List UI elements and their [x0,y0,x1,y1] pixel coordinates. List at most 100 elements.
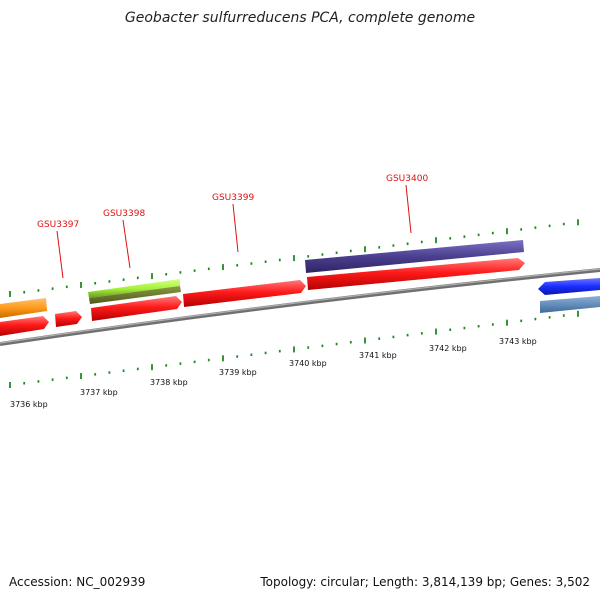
outer-tick-mark [349,249,352,253]
kbp-label: 3737 kbp [80,388,118,397]
inner-tick-mark [278,349,281,353]
outer-tick-mark [491,231,494,235]
lime-feature-shadow [89,286,181,304]
accession-text: Accession: NC_002939 [9,575,146,589]
inner-tick-mark [37,380,40,383]
outer-tick-mark [378,246,381,249]
outer-tick-mark [94,282,97,285]
orange-feature [0,298,47,318]
cds-arrow-left [0,316,49,336]
outer-tick-mark [264,260,267,263]
inner-tick-mark [449,328,452,331]
lime-feature [88,279,180,298]
purple-feature [305,240,524,273]
inner-tick-mark [80,373,82,380]
inner-tick-mark [264,351,267,355]
kbp-label: 3740 kbp [289,359,327,368]
kbp-label: 3742 kbp [429,344,467,353]
outer-tick-mark [364,246,366,253]
outer-tick-mark [278,258,281,262]
inner-tick-mark [165,364,168,367]
inner-tick-mark [193,360,196,364]
kbp-label: 3743 kbp [499,337,537,346]
outer-tick-mark [23,291,26,294]
outer-tick-mark [321,253,324,256]
outer-tick-mark [435,237,437,244]
inner-tick-mark [51,378,54,381]
inner-tick-mark [65,376,68,380]
inner-tick-mark [364,337,366,344]
kbp-label: 3738 kbp [150,378,188,387]
leader-GSU3400 [405,184,412,234]
inner-tick-mark [378,337,381,340]
outer-tick-mark [51,287,54,290]
outer-tick-track [9,219,579,297]
cds-arrow-GSU3397 [55,311,82,327]
inner-tick-mark [23,382,26,385]
outer-tick-mark [307,255,310,258]
leader-GSU3398 [122,219,131,269]
outer-tick-mark [207,267,210,271]
outer-tick-mark [548,224,551,228]
inner-tick-mark [477,325,480,328]
outer-tick-mark [562,222,565,226]
outer-tick-mark [406,242,409,245]
outer-tick-mark [335,251,338,254]
cds-arrow-GSU3398 [91,296,182,321]
genome-summary-text: Topology: circular; Length: 3,814,139 bp… [260,575,590,589]
inner-tick-mark [136,367,139,371]
gene-label-GSU3400: GSU3400 [386,174,428,184]
outer-tick-mark [165,273,168,276]
inner-tick-mark [435,328,437,335]
inner-tick-mark [236,355,239,358]
inner-tick-mark [520,319,523,323]
inner-tick-track [9,310,579,388]
inner-tick-mark [321,344,324,348]
inner-tick-mark [577,310,579,317]
inner-tick-mark [179,362,182,365]
outer-tick-mark [65,285,68,289]
inner-tick-mark [406,333,409,337]
inner-tick-mark [9,382,11,388]
gene-label-GSU3399: GSU3399 [212,193,254,203]
inner-tick-mark [108,371,111,374]
outer-tick-mark [151,273,153,280]
genome-backbone-highlight [0,268,600,344]
outer-tick-mark [250,262,253,265]
gene-label-GSU3397: GSU3397 [37,220,79,230]
leader-GSU3397 [56,230,64,279]
outer-tick-mark [222,264,224,271]
outer-tick-mark [392,244,395,247]
steel-feature [540,296,600,313]
outer-tick-mark [193,269,196,272]
inner-tick-mark [562,314,565,317]
inner-tick-mark [207,358,210,362]
map-title: Geobacter sulfurreducens PCA, complete g… [124,10,476,26]
outer-tick-mark [506,228,508,235]
outer-tick-mark [520,228,523,231]
genome-backbone [0,268,600,346]
outer-tick-mark [293,255,295,262]
inner-tick-mark [548,316,551,319]
inner-tick-mark [122,369,125,372]
outer-tick-mark [136,276,139,280]
inner-tick-mark [250,353,253,356]
gene-label-GSU3398: GSU3398 [103,209,145,219]
kbp-label: 3739 kbp [219,368,257,377]
inner-tick-mark [534,317,537,321]
inner-tick-mark [392,335,395,339]
inner-tick-mark [349,341,352,344]
outer-tick-mark [463,235,466,238]
inner-tick-mark [307,346,310,349]
outer-tick-mark [236,264,239,267]
cds-arrow-GSU3399 [183,280,306,307]
kbp-label: 3741 kbp [359,351,397,360]
outer-tick-mark [37,289,40,292]
outer-tick-mark [122,278,125,281]
kbp-label: 3736 kbp [10,400,48,409]
outer-tick-mark [477,233,480,237]
outer-tick-mark [80,282,82,288]
cds-arrow-GSU3400 [307,258,525,290]
inner-tick-mark [94,373,97,376]
